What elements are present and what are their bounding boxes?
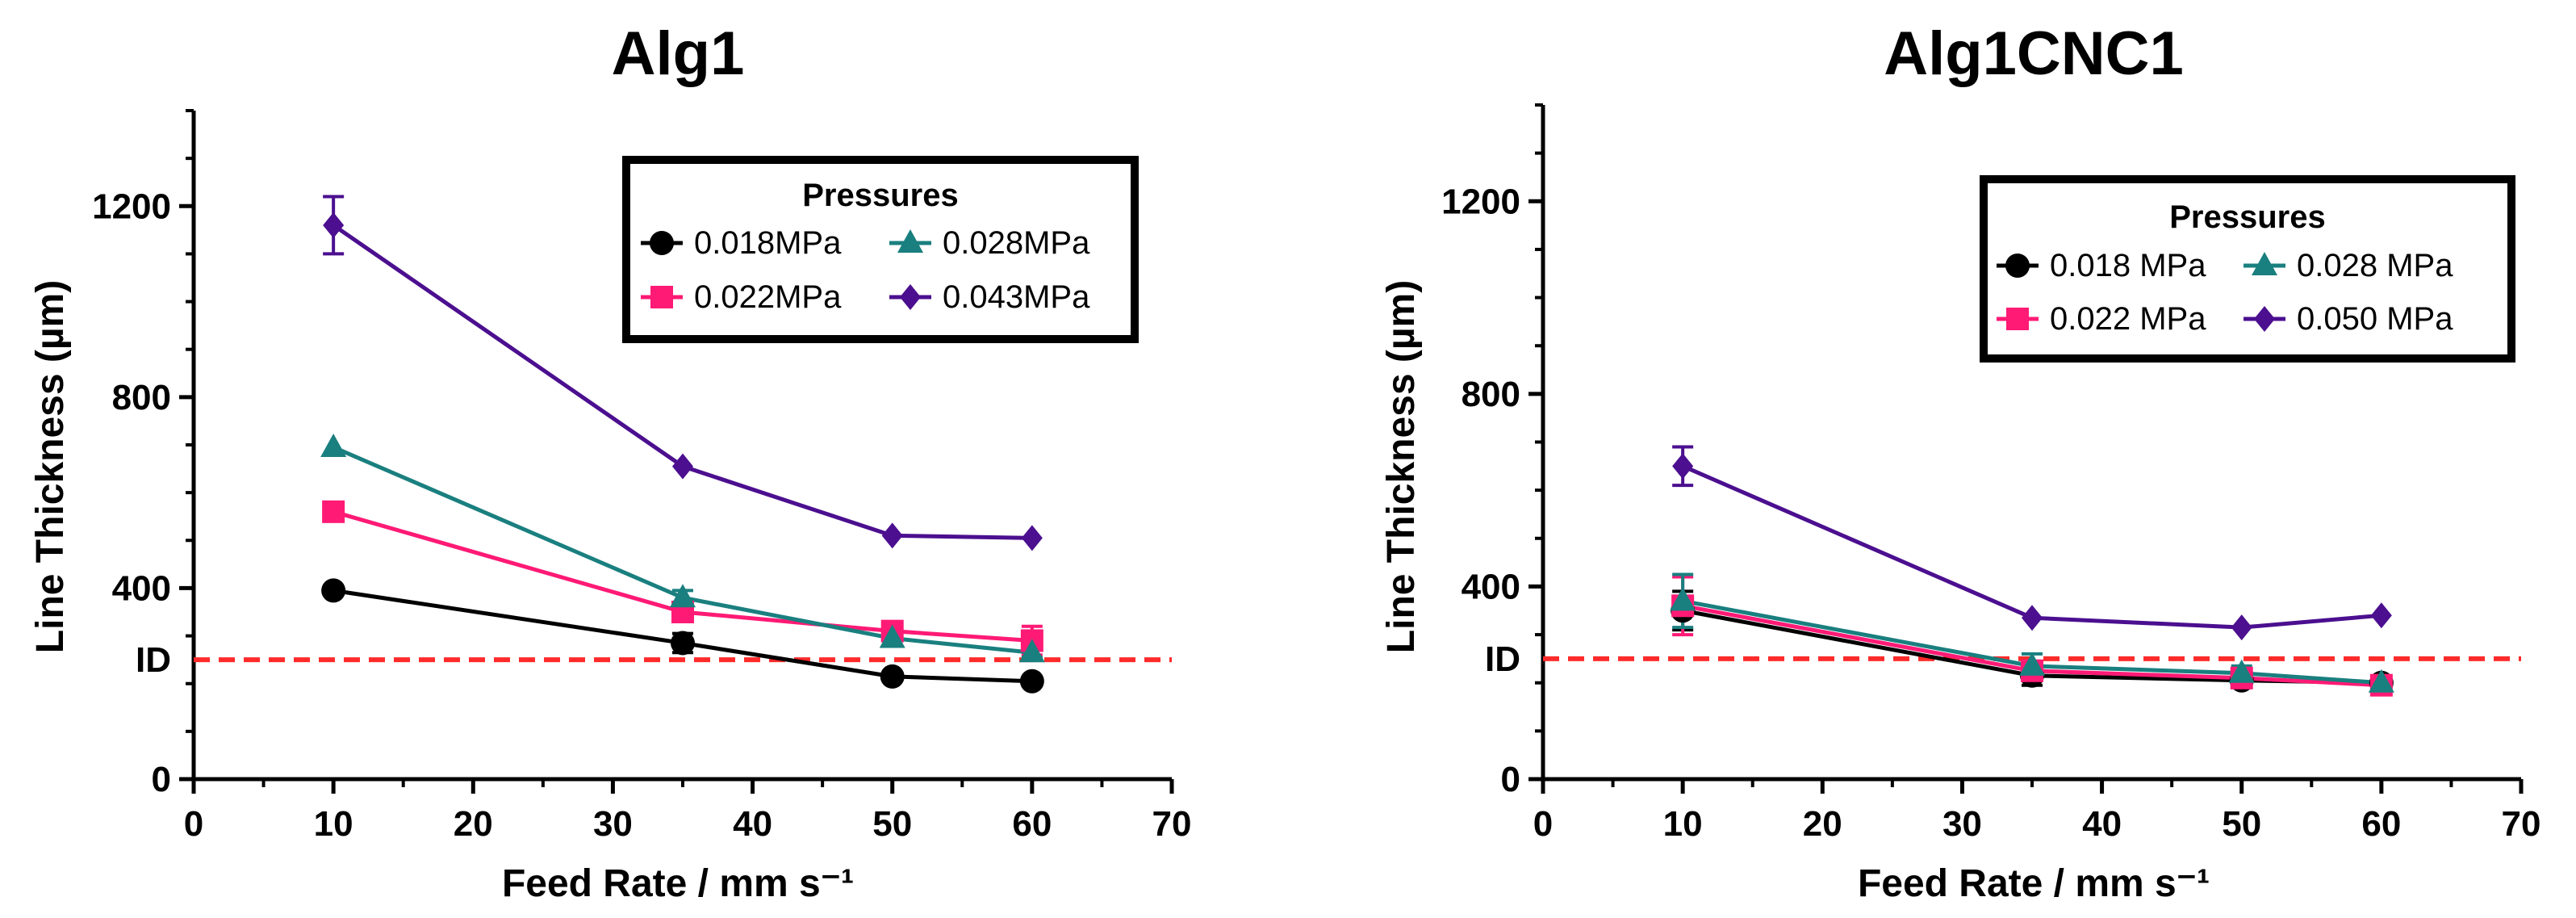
y-tick-label: 1200 bbox=[1441, 182, 1520, 221]
x-tick-label: 30 bbox=[593, 804, 633, 844]
data-point bbox=[671, 631, 695, 656]
legend-box bbox=[622, 156, 1139, 343]
data-point bbox=[2368, 669, 2394, 693]
legend-entry-label: 0.028 MPa bbox=[2297, 248, 2453, 283]
legend-title: Pressures bbox=[802, 178, 958, 213]
data-point bbox=[672, 453, 693, 480]
x-tick-label: 30 bbox=[1942, 804, 1982, 844]
legend-entry-label: 0.028MPa bbox=[943, 225, 1090, 261]
x-tick-label: 70 bbox=[2502, 804, 2541, 844]
legend-marker bbox=[2254, 306, 2275, 332]
data-point bbox=[1670, 587, 1696, 611]
y-tick-label: 0 bbox=[152, 760, 171, 799]
data-point bbox=[2370, 602, 2392, 629]
x-tick-label: 0 bbox=[1533, 804, 1553, 844]
y-tick-label: 800 bbox=[1462, 375, 1520, 414]
legend-marker bbox=[650, 286, 673, 308]
x-tick-label: 10 bbox=[1663, 804, 1703, 844]
legend-marker bbox=[650, 231, 674, 255]
x-tick-label: 50 bbox=[2222, 804, 2261, 844]
x-tick-label: 60 bbox=[2361, 804, 2401, 844]
series-line bbox=[332, 588, 1032, 684]
data-point bbox=[322, 500, 345, 523]
data-point bbox=[2022, 605, 2043, 631]
series-line bbox=[332, 223, 1032, 540]
legend-marker bbox=[2252, 252, 2277, 275]
data-point bbox=[1018, 639, 1045, 663]
x-axis-label: Feed Rate / mm s⁻¹ bbox=[1858, 862, 2210, 905]
y-axis-label: Line Thickness (µm) bbox=[1380, 280, 1423, 653]
id-line-label: ID bbox=[1485, 639, 1520, 679]
data-point bbox=[881, 522, 903, 549]
legend-entry-label: 0.018MPa bbox=[694, 225, 842, 261]
y-axis-label: Line Thickness (µm) bbox=[29, 280, 72, 653]
legend-title: Pressures bbox=[2169, 199, 2325, 235]
x-axis-label: Feed Rate / mm s⁻¹ bbox=[502, 862, 854, 905]
legend-entry-label: 0.050 MPa bbox=[2297, 301, 2453, 337]
y-tick-label: 1200 bbox=[92, 187, 171, 226]
y-tick-label: 400 bbox=[112, 568, 171, 608]
legend-marker bbox=[2005, 254, 2030, 278]
x-tick-label: 20 bbox=[454, 804, 493, 844]
x-tick-label: 0 bbox=[184, 804, 203, 844]
data-point bbox=[880, 664, 905, 689]
data-point bbox=[2228, 659, 2255, 683]
x-tick-label: 20 bbox=[1803, 804, 1842, 844]
x-tick-label: 50 bbox=[872, 804, 912, 844]
series-line bbox=[1682, 603, 2382, 688]
legend-entry-label: 0.022MPa bbox=[694, 279, 842, 315]
x-tick-label: 10 bbox=[314, 804, 353, 844]
y-tick-label: 800 bbox=[112, 378, 171, 417]
data-point bbox=[879, 624, 905, 648]
legend-marker bbox=[897, 229, 923, 253]
legend-marker bbox=[900, 284, 921, 310]
series-line bbox=[332, 509, 1033, 643]
data-point bbox=[321, 578, 346, 603]
data-point bbox=[1672, 453, 1694, 480]
legend-entry-label: 0.022 MPa bbox=[2050, 301, 2206, 337]
data-point bbox=[323, 212, 345, 238]
data-point bbox=[670, 584, 696, 608]
legend-marker bbox=[2006, 308, 2029, 330]
chart-alg1cnc1: Alg1CNC1 Feed Rate / mm s⁻¹ Line Thickne… bbox=[1380, 19, 2540, 905]
data-point bbox=[2231, 614, 2252, 641]
chart-title: Alg1CNC1 bbox=[1884, 19, 2184, 88]
series-line bbox=[1682, 464, 2382, 630]
legend-entry-label: 0.018 MPa bbox=[2050, 248, 2206, 283]
x-tick-label: 60 bbox=[1012, 804, 1052, 844]
data-point bbox=[320, 433, 347, 457]
data-point bbox=[1019, 669, 1044, 694]
legend-entry-label: 0.043MPa bbox=[943, 279, 1090, 315]
data-point bbox=[2019, 652, 2045, 676]
id-line-label: ID bbox=[136, 640, 171, 680]
chart-alg1: Alg1 Feed Rate / mm s⁻¹ Line Thickness (… bbox=[29, 19, 1191, 905]
y-tick-label: 400 bbox=[1462, 567, 1520, 606]
x-tick-label: 40 bbox=[2082, 804, 2122, 844]
legend-box bbox=[1980, 175, 2515, 363]
chart-title: Alg1 bbox=[612, 19, 745, 88]
y-tick-label: 0 bbox=[1501, 760, 1520, 799]
data-point bbox=[1021, 525, 1043, 551]
x-tick-label: 70 bbox=[1152, 804, 1192, 844]
x-tick-label: 40 bbox=[733, 804, 772, 844]
series-line bbox=[1682, 598, 2382, 685]
series-line bbox=[332, 445, 1033, 655]
